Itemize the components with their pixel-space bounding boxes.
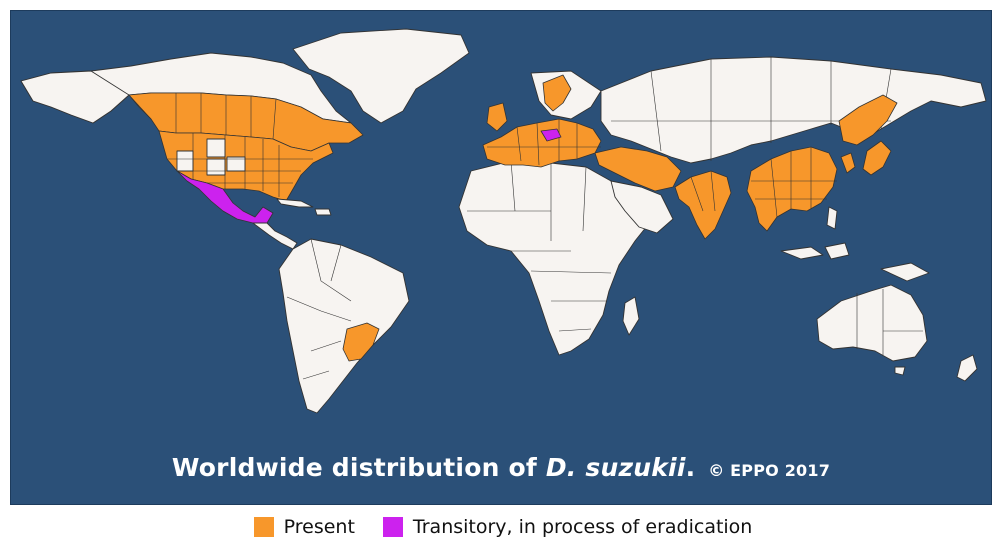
land-alaska bbox=[20, 70, 130, 124]
land-cuba bbox=[276, 198, 314, 208]
land-russia-asia bbox=[600, 56, 987, 164]
region-brazil-present bbox=[342, 322, 380, 362]
map-svg bbox=[20, 28, 987, 414]
caption-suffix: . bbox=[685, 453, 696, 482]
land-hispaniola bbox=[314, 208, 332, 216]
legend-label-present: Present bbox=[283, 516, 355, 538]
land-arabia bbox=[610, 180, 674, 234]
region-far-east-present bbox=[838, 94, 898, 146]
land-greenland bbox=[292, 28, 470, 124]
legend-swatch-transitory bbox=[382, 517, 403, 537]
legend-item-present: Present bbox=[253, 516, 355, 538]
region-usa-absent-1 bbox=[176, 150, 194, 172]
land-tasmania bbox=[894, 366, 906, 376]
land-indonesia-1 bbox=[780, 246, 824, 260]
region-czechia-transitory bbox=[540, 128, 562, 142]
land-africa bbox=[458, 160, 652, 356]
region-scandinavia-present bbox=[542, 74, 572, 112]
world-map: Worldwide distribution of D. suzukii. © … bbox=[10, 10, 992, 505]
land-central-america bbox=[252, 222, 298, 250]
land-new-guinea bbox=[880, 262, 930, 282]
land-madagascar bbox=[622, 296, 640, 336]
region-south-asia-present bbox=[674, 170, 732, 240]
region-korea-present bbox=[840, 152, 856, 174]
legend-label-transitory: Transitory, in process of eradication bbox=[412, 516, 753, 538]
map-legend: Present Transitory, in process of eradic… bbox=[0, 512, 1006, 542]
region-uk-present bbox=[486, 102, 508, 132]
region-usa-absent-3 bbox=[206, 158, 226, 176]
legend-swatch-present bbox=[253, 517, 274, 537]
land-indonesia-2 bbox=[824, 242, 850, 260]
region-turkey-iran-present bbox=[594, 146, 682, 192]
land-new-zealand bbox=[956, 354, 978, 382]
caption-copyright: © EPPO 2017 bbox=[708, 461, 831, 480]
region-china-present bbox=[746, 146, 838, 232]
legend-item-transitory: Transitory, in process of eradication bbox=[382, 516, 753, 538]
region-mexico-transitory bbox=[176, 170, 274, 224]
caption-prefix: Worldwide distribution of bbox=[171, 453, 546, 482]
map-caption: Worldwide distribution of D. suzukii. © … bbox=[11, 453, 991, 482]
caption-species: D. suzukii bbox=[545, 453, 686, 482]
land-philippines bbox=[826, 206, 838, 230]
region-japan-present bbox=[862, 140, 892, 176]
land-south-america bbox=[278, 238, 410, 414]
land-australia bbox=[816, 284, 928, 362]
region-usa-absent-2 bbox=[206, 138, 226, 158]
